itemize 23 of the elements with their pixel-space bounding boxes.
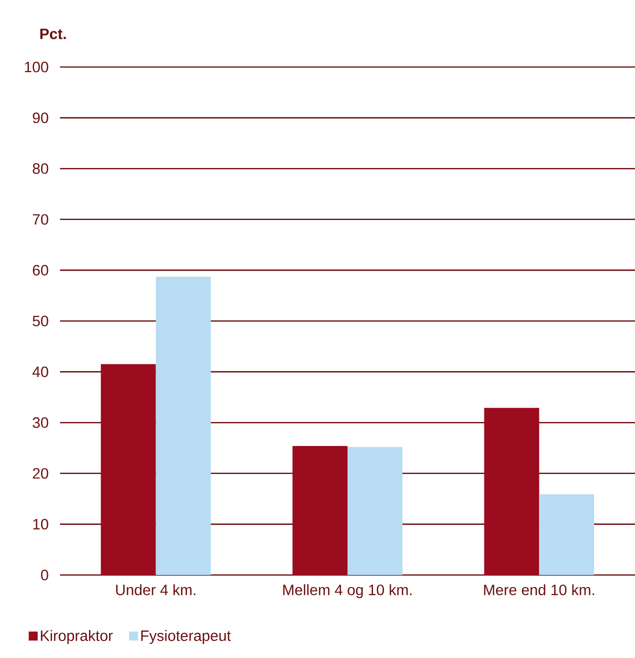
bar	[100, 364, 156, 575]
legend-label: Fysioterapeut	[141, 630, 231, 644]
y-tick-label: 60	[32, 264, 48, 276]
y-tick-label: 40	[32, 366, 48, 378]
y-tick-label: 70	[32, 214, 48, 225]
y-tick-label: 30	[32, 417, 48, 428]
bar	[156, 276, 211, 575]
y-tick-label: 0	[41, 570, 48, 580]
bar	[539, 494, 594, 575]
bar	[292, 446, 348, 575]
y-tick-label: 20	[32, 468, 48, 479]
x-tick-label: Under 4 km.	[116, 584, 196, 596]
y-axis-title: Pct.	[40, 28, 66, 40]
legend-label: Kiropraktor	[40, 630, 113, 644]
bar	[348, 446, 402, 575]
y-tick-label: 100	[24, 62, 48, 72]
y-tick-label: 80	[32, 163, 48, 174]
x-tick-label: Mellem 4 og 10 km.	[283, 584, 412, 598]
y-tick-label: 90	[32, 112, 48, 124]
y-tick-label: 10	[33, 518, 48, 530]
y-tick-label: 50	[32, 316, 48, 326]
x-tick-label: Mere end 10 km.	[484, 584, 594, 596]
bar	[484, 408, 540, 575]
